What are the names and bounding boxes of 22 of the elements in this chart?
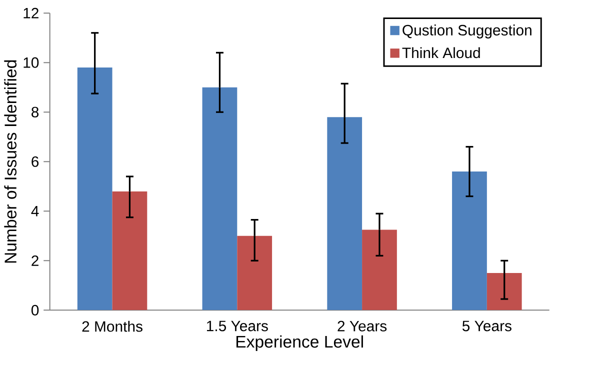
y-tick-label: 0: [31, 304, 39, 316]
y-tick-label: 10: [24, 57, 39, 68]
bar: [237, 236, 272, 310]
bar: [112, 191, 148, 310]
y-tick-label: 2: [32, 255, 38, 266]
legend-label: Qustion Suggestion: [402, 24, 532, 38]
legend-label: Think Aloud: [402, 46, 480, 58]
x-axis-title: Experience Level: [236, 335, 363, 351]
bar: [327, 116, 362, 310]
bar: [362, 230, 397, 310]
y-axis-title: Number of Issues Identified: [4, 60, 17, 262]
y-tick-label: 6: [32, 156, 39, 167]
x-tick-label: 5 Years: [462, 320, 512, 332]
x-tick-label: 2 Years: [338, 320, 387, 332]
x-tick-label: 2 Months: [82, 320, 142, 332]
bar: [77, 67, 112, 310]
x-tick-label: 1.5 Years: [206, 320, 268, 332]
y-tick-label: 4: [31, 206, 39, 216]
y-tick-label: 8: [32, 106, 39, 118]
bar: [202, 87, 238, 310]
y-tick-label: 12: [24, 8, 38, 18]
bar: [452, 171, 487, 310]
